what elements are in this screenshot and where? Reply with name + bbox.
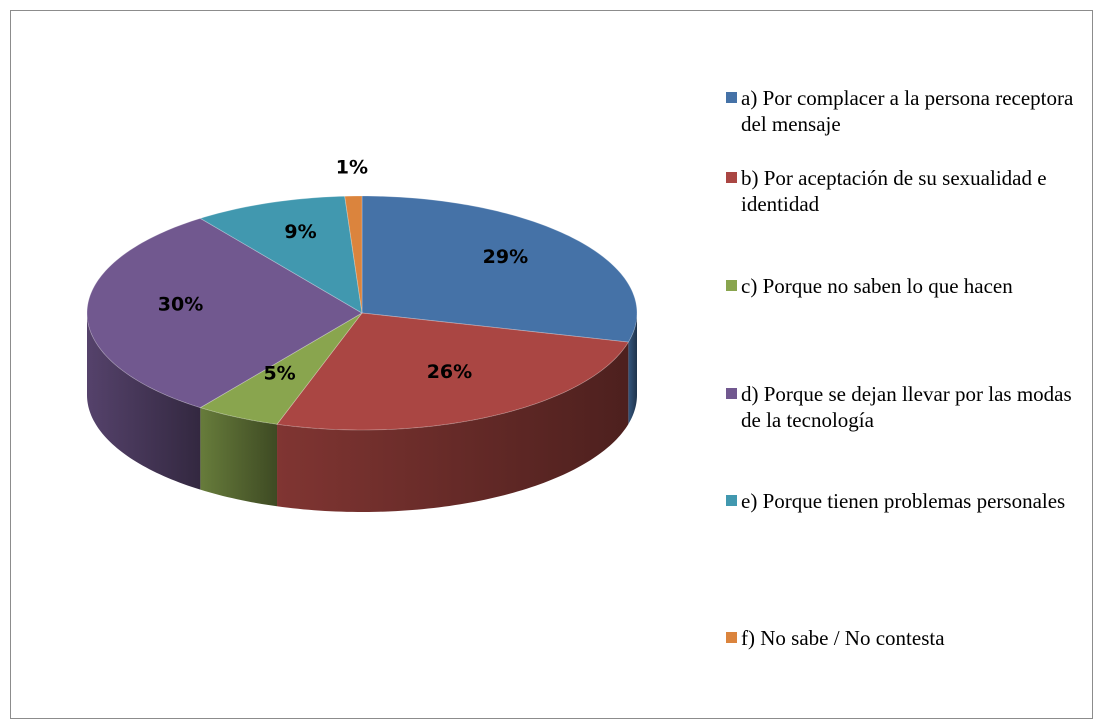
legend-label: f) No sabe / No contesta: [741, 626, 945, 650]
legend-item: e) Porque tienen problemas personales: [726, 488, 1076, 514]
legend-item: a) Por complacer a la persona receptora …: [726, 85, 1076, 137]
legend-swatch: [726, 632, 737, 643]
slice: [86, 217, 363, 409]
data-label: 26%: [427, 361, 472, 383]
slice: [199, 195, 363, 314]
data-label: 30%: [158, 294, 203, 316]
data-label: 1%: [336, 157, 368, 179]
slice-side: [277, 342, 629, 512]
data-label: 9%: [284, 221, 316, 243]
slice-side: [628, 313, 637, 425]
legend-item: d) Porque se dejan llevar por las modas …: [726, 381, 1076, 433]
data-label: 5%: [263, 362, 295, 384]
legend-label: b) Por aceptación de su sexualidad e ide…: [741, 166, 1047, 216]
chart-frame: [10, 10, 1093, 719]
legend-swatch: [726, 388, 737, 399]
legend-item: b) Por aceptación de su sexualidad e ide…: [726, 165, 1076, 217]
legend-swatch: [726, 280, 737, 291]
data-label: 29%: [483, 246, 528, 268]
legend-swatch: [726, 92, 737, 103]
legend-label: e) Porque tienen problemas personales: [741, 489, 1066, 513]
slice: [344, 195, 363, 314]
slice: [361, 195, 638, 343]
legend-item: f) No sabe / No contesta: [726, 625, 1076, 651]
slice-side: [200, 407, 278, 507]
legend-label: c) Porque no saben lo que hacen: [741, 274, 1013, 298]
legend-label: d) Porque se dejan llevar por las modas …: [741, 382, 1072, 432]
slice: [276, 312, 630, 431]
legend-item: c) Porque no saben lo que hacen: [726, 273, 1076, 299]
slice-side: [87, 313, 201, 490]
legend-swatch: [726, 495, 737, 506]
legend-swatch: [726, 172, 737, 183]
legend-label: a) Por complacer a la persona receptora …: [741, 86, 1074, 136]
slice: [199, 312, 363, 425]
